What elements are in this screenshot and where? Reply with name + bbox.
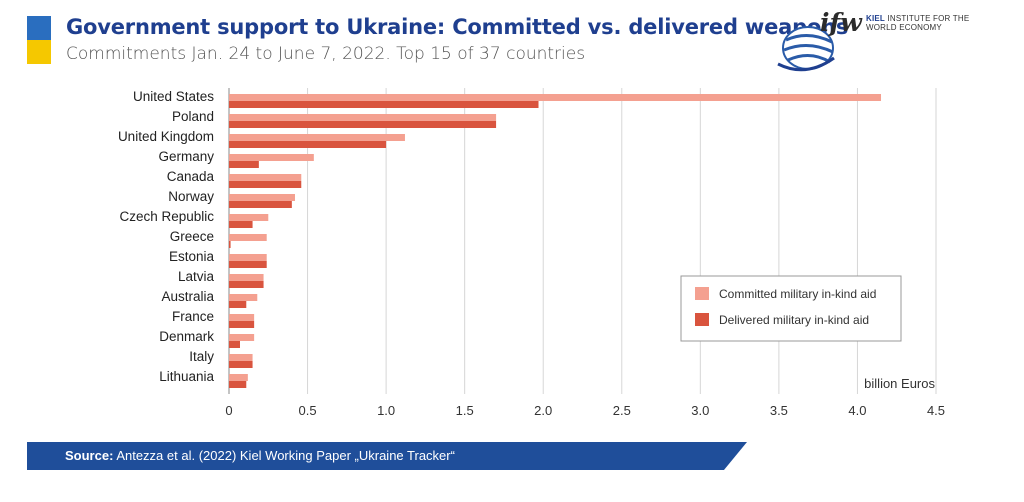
bar-committed xyxy=(229,254,267,261)
grid-lines xyxy=(228,88,937,394)
source-note: Source: Antezza et al. (2022) Kiel Worki… xyxy=(27,442,747,470)
tracker-link[interactable]: ifw-kiel.de/ukrainetracker xyxy=(727,442,989,470)
x-tick-label: 2.5 xyxy=(613,403,631,418)
bar-delivered xyxy=(229,161,259,168)
flag-yellow-stripe xyxy=(27,40,51,64)
bar-committed xyxy=(229,374,248,381)
x-tick-label: 4.5 xyxy=(927,403,945,418)
bar-delivered xyxy=(229,261,267,268)
source-label: Source: xyxy=(65,448,114,463)
ifw-logo: ifw KIEL INSTITUTE FOR THE WORLD ECONOMY xyxy=(776,8,1006,74)
bar-delivered xyxy=(229,141,387,148)
legend-swatch-committed xyxy=(695,287,709,300)
x-tick-label: 3.5 xyxy=(770,403,788,418)
logo-kiel: KIEL xyxy=(866,14,886,23)
category-label: Lithuania xyxy=(159,369,214,384)
category-label: United States xyxy=(133,89,214,104)
x-tick-labels: 0 0.5 1.0 1.5 2.0 2.5 3.0 3.5 4.0 4.5 xyxy=(225,403,945,418)
legend-swatch-delivered xyxy=(695,313,709,326)
bar-committed xyxy=(229,214,269,221)
bar-delivered xyxy=(229,101,539,108)
category-label: Czech Republic xyxy=(119,209,214,224)
chart-subtitle: Commitments Jan. 24 to June 7, 2022. Top… xyxy=(66,44,586,64)
x-tick-label: 1.5 xyxy=(456,403,474,418)
bar-committed xyxy=(229,114,497,121)
bar-committed xyxy=(229,274,264,281)
logo-institute-name: INSTITUTE FOR THE WORLD ECONOMY xyxy=(866,14,970,32)
bars-group xyxy=(229,94,882,388)
flag-blue-stripe xyxy=(27,16,51,40)
globe-icon xyxy=(777,26,835,72)
bar-delivered xyxy=(229,361,253,368)
bar-committed xyxy=(229,294,258,301)
category-label: Poland xyxy=(172,109,214,124)
bar-delivered xyxy=(229,241,231,248)
bar-delivered xyxy=(229,201,292,208)
x-tick-label: 4.0 xyxy=(848,403,866,418)
bar-committed xyxy=(229,134,405,141)
bar-committed xyxy=(229,314,255,321)
x-tick-label: 0 xyxy=(225,403,232,418)
logo-mark: ifw xyxy=(820,8,862,37)
category-label: Greece xyxy=(170,229,214,244)
category-label: Italy xyxy=(189,349,214,364)
bar-committed xyxy=(229,94,882,101)
category-label: Estonia xyxy=(169,249,215,264)
legend-label-delivered: Delivered military in-kind aid xyxy=(719,313,869,327)
bar-delivered xyxy=(229,341,240,348)
category-label: France xyxy=(172,309,214,324)
logo-institute-text: KIEL INSTITUTE FOR THE WORLD ECONOMY xyxy=(866,14,976,32)
bar-delivered xyxy=(229,121,497,128)
category-label: Canada xyxy=(167,169,215,184)
footer-bar: Source: Antezza et al. (2022) Kiel Worki… xyxy=(27,442,989,470)
bar-delivered xyxy=(229,381,247,388)
category-labels: United States Poland United Kingdom Germany… xyxy=(118,89,215,384)
bar-committed xyxy=(229,334,255,341)
bar-chart: United States Poland United Kingdom Germany… xyxy=(118,88,945,418)
x-axis-label: billion Euros xyxy=(864,376,935,391)
bar-delivered xyxy=(229,281,264,288)
ukraine-flag xyxy=(27,16,51,64)
bar-committed xyxy=(229,354,253,361)
legend-label-committed: Committed military in-kind aid xyxy=(719,287,876,301)
category-label: Norway xyxy=(168,189,214,204)
category-label: Latvia xyxy=(178,269,215,284)
x-tick-label: 1.0 xyxy=(377,403,395,418)
bar-delivered xyxy=(229,221,253,228)
source-text: Antezza et al. (2022) Kiel Working Paper… xyxy=(116,448,455,463)
bar-delivered xyxy=(229,321,255,328)
legend-box xyxy=(680,275,902,342)
category-label: Denmark xyxy=(159,329,214,344)
bar-committed xyxy=(229,194,295,201)
x-tick-label: 2.0 xyxy=(534,403,552,418)
category-label: United Kingdom xyxy=(118,129,214,144)
category-label: Germany xyxy=(158,149,214,164)
category-label: Australia xyxy=(161,289,214,304)
bar-committed xyxy=(229,234,267,241)
chart-title: Government support to Ukraine: Committed… xyxy=(66,15,849,39)
x-tick-label: 0.5 xyxy=(299,403,317,418)
x-tick-label: 3.0 xyxy=(691,403,709,418)
bar-delivered xyxy=(229,181,302,188)
bar-committed xyxy=(229,174,302,181)
bar-committed xyxy=(229,154,314,161)
legend: Committed military in-kind aid Delivered… xyxy=(680,275,902,342)
bar-delivered xyxy=(229,301,247,308)
